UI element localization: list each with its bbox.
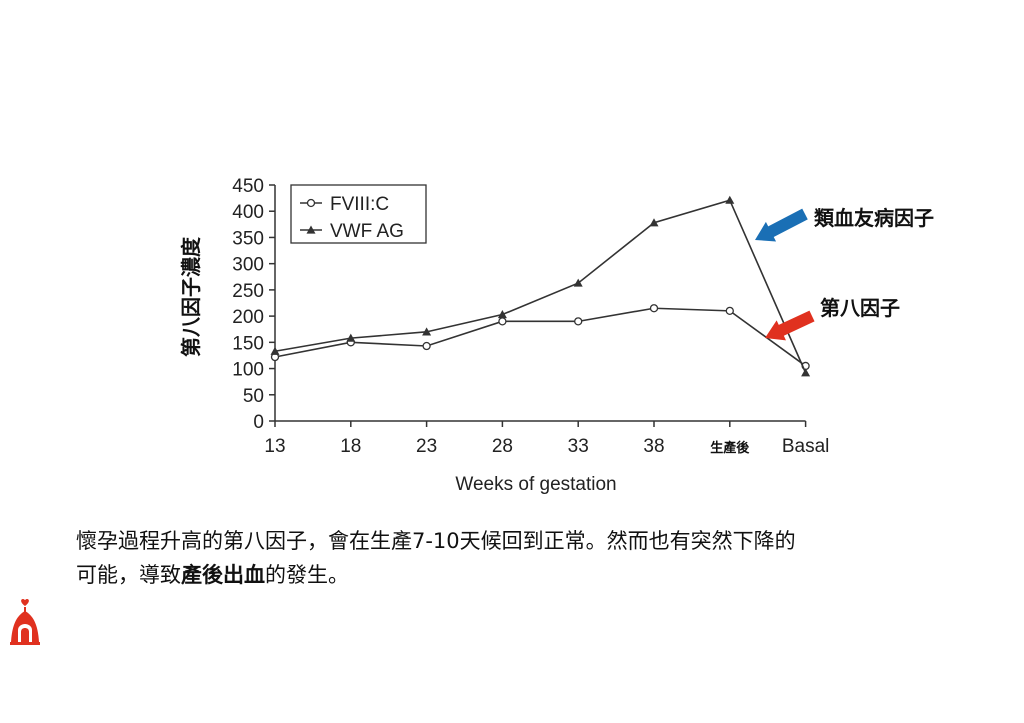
hospital-logo-icon — [10, 598, 40, 645]
data-point — [498, 317, 507, 326]
legend-entry: VWF AG — [330, 221, 404, 242]
annotation-fviii: 第八因子 — [820, 296, 900, 320]
x-tick-label: Basal — [782, 436, 830, 457]
caption: 懷孕過程升高的第八因子，會在生產7-10天候回到正常。然而也有突然下降的 可能，… — [76, 524, 976, 592]
data-point — [725, 306, 734, 316]
x-tick-label: 18 — [340, 436, 361, 457]
data-point — [801, 368, 811, 377]
y-tick-label: 250 — [232, 281, 264, 302]
data-point — [422, 327, 432, 336]
caption-line-2-pre: 可能，導致 — [76, 563, 181, 587]
chart: 0 50 100 150 200 250 300 350 400 450 13 18 23 28 33 38 生… — [179, 176, 934, 495]
x-tick-label: 23 — [416, 436, 437, 457]
data-point — [725, 195, 735, 204]
legend-marker — [306, 198, 316, 208]
legend: FVIII:C VWF AG — [290, 184, 427, 244]
data-point — [270, 346, 280, 355]
y-tick-label: 400 — [232, 202, 264, 223]
series-vwf-ag — [270, 195, 811, 377]
y-tick-label: 50 — [243, 386, 264, 407]
y-tick-label: 350 — [232, 228, 264, 249]
caption-line-1: 懷孕過程升高的第八因子，會在生產7-10天候回到正常。然而也有突然下降的 — [76, 529, 796, 553]
legend-entry: FVIII:C — [330, 194, 389, 215]
x-tick-label: 13 — [264, 436, 285, 457]
x-tick-label: 38 — [643, 436, 664, 457]
axes: 0 50 100 150 200 250 300 350 400 450 13 18 23 28 33 38 生… — [179, 176, 829, 495]
y-tick-label: 0 — [253, 412, 264, 433]
series-layer — [270, 195, 811, 377]
y-tick-label: 450 — [232, 176, 264, 197]
legend-marker — [306, 225, 316, 234]
series-line — [274, 307, 807, 367]
data-point — [346, 333, 356, 342]
caption-line-2-bold: 產後出血 — [181, 563, 265, 587]
y-axis-title: 第八因子濃度 — [179, 236, 203, 357]
series-line — [274, 199, 807, 374]
data-point — [649, 304, 659, 313]
data-point — [574, 317, 583, 326]
x-tick-label: 生產後 — [710, 440, 750, 456]
x-tick-label: 33 — [568, 436, 589, 457]
y-tick-label: 300 — [232, 255, 264, 276]
y-tick-label: 200 — [232, 307, 264, 328]
y-tick-label: 150 — [232, 333, 264, 354]
y-tick-label: 100 — [232, 360, 264, 381]
x-axis-title: Weeks of gestation — [455, 474, 616, 495]
blue-arrow-icon — [755, 208, 808, 242]
caption-line-2: 可能，導致產後出血的發生。 — [76, 558, 976, 592]
data-point — [497, 310, 507, 319]
red-arrow-icon — [765, 310, 815, 341]
x-tick-label: 28 — [492, 436, 513, 457]
caption-line-2-post: 的發生。 — [265, 563, 349, 587]
data-point — [649, 218, 659, 227]
annotation-vwf: 類血友病因子 — [814, 206, 934, 230]
data-point — [422, 341, 431, 351]
data-point — [573, 278, 583, 287]
